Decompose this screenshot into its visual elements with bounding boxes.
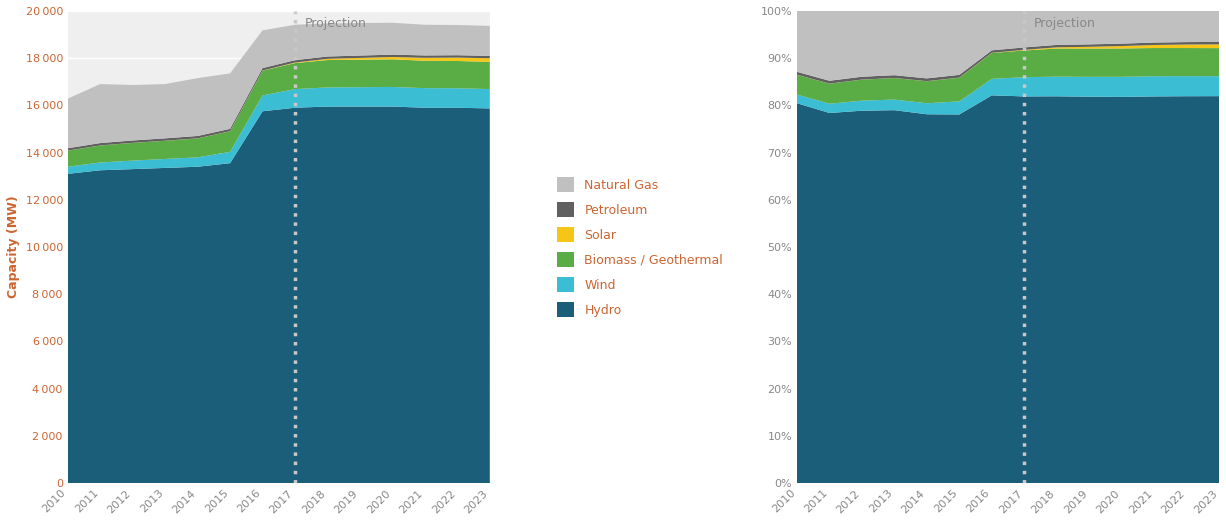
Legend: Natural Gas, Petroleum, Solar, Biomass / Geothermal, Wind, Hydro: Natural Gas, Petroleum, Solar, Biomass /…	[557, 177, 723, 317]
Text: Projection: Projection	[305, 17, 367, 30]
Text: Projection: Projection	[1034, 17, 1096, 30]
Y-axis label: Capacity (MW): Capacity (MW)	[7, 196, 20, 299]
